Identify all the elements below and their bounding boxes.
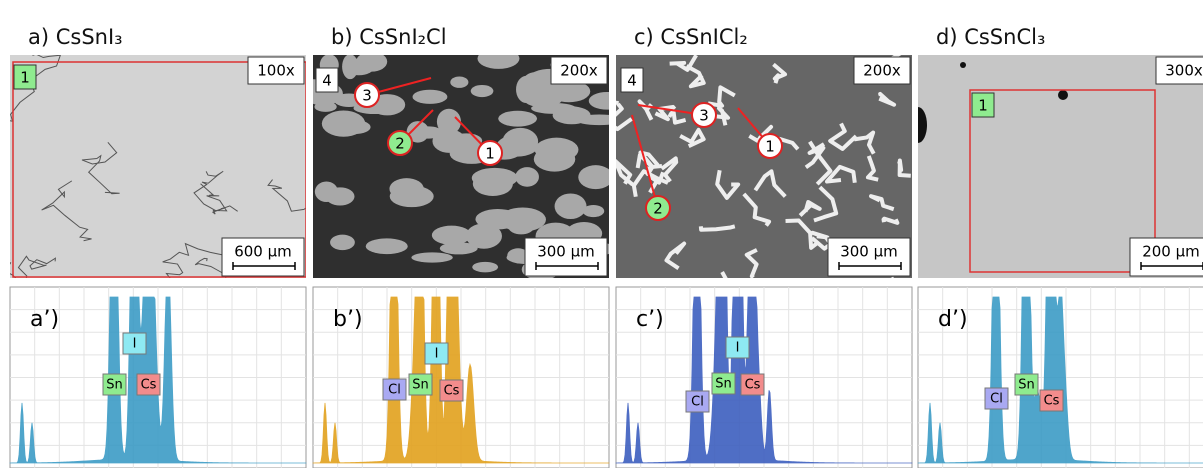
panel: b) CsSnI₂Cl 200x 300 µm 4 3 2 1 b’) I Sn Cl Cs: [299, 25, 625, 468]
element-label: I: [736, 341, 740, 356]
eds-spectrum: a’) I Sn Cs: [10, 287, 306, 468]
element-label: Cs: [1044, 394, 1060, 409]
sem-image: 300x 200 µm 1: [909, 55, 1203, 278]
marker-label: 1: [765, 138, 775, 156]
magnification: 200x: [863, 62, 901, 80]
element-label: Cs: [141, 378, 157, 393]
magnification: 300x: [1165, 62, 1203, 80]
spectrum-label: d’): [938, 307, 968, 332]
scale-bar-label: 200 µm: [1142, 243, 1200, 261]
element-label: Sn: [412, 378, 429, 393]
element-label: Cl: [990, 392, 1003, 407]
panel: a) CsSnI₃ 100x 600 µm 1 a’) I Sn Cs: [4, 25, 317, 468]
element-label: I: [133, 337, 137, 352]
element-label: Sn: [106, 378, 123, 393]
marker-label: 3: [699, 107, 709, 125]
marker-label: 3: [362, 87, 372, 105]
element-label: Sn: [1018, 378, 1035, 393]
sem-image: 200x 300 µm 4 3 1 2: [593, 38, 917, 310]
marker-label: 1: [485, 145, 495, 163]
magnification: 200x: [560, 62, 598, 80]
panel-title: d) CsSnCl₃: [936, 25, 1045, 49]
element-label: Sn: [715, 377, 732, 392]
figure: a) CsSnI₃100x600 µm1a’)ISnCsb) CsSnI₂Cl2…: [0, 0, 1203, 468]
eds-spectrum: d’) Cl Sn Cs: [918, 287, 1203, 468]
marker-label: 4: [627, 72, 637, 90]
panel: c) CsSnICl₂ 200x 300 µm 4 3 1 2 c’) I Cl Sn Cs: [593, 25, 917, 468]
spectrum-label: c’): [636, 307, 664, 332]
panel-title: c) CsSnICl₂: [634, 25, 748, 49]
scale-bar-label: 600 µm: [234, 243, 292, 261]
eds-spectrum: c’) I Cl Sn Cs: [616, 287, 912, 468]
eds-spectrum: b’) I Sn Cl Cs: [313, 287, 609, 468]
marker-label: 2: [395, 135, 405, 153]
panel: d) CsSnCl₃ 300x 200 µm 1 d’) Cl Sn Cs: [909, 25, 1203, 468]
panel-title: b) CsSnI₂Cl: [331, 25, 447, 49]
marker-label: 4: [322, 72, 332, 90]
element-label: Cl: [691, 395, 704, 410]
sem-image: 200x 300 µm 4 3 2 1: [299, 48, 625, 280]
element-label: Cl: [388, 383, 401, 398]
spectrum-label: a’): [30, 307, 59, 332]
sem-image: 100x 600 µm 1: [4, 54, 317, 306]
element-label: I: [435, 347, 439, 362]
scale-bar-label: 300 µm: [840, 243, 898, 261]
marker-label: 1: [20, 69, 30, 87]
magnification: 100x: [257, 62, 295, 80]
scale-bar-label: 300 µm: [537, 243, 595, 261]
spectrum-label: b’): [333, 307, 363, 332]
element-label: Cs: [745, 378, 761, 393]
marker-label: 2: [653, 200, 663, 218]
element-label: Cs: [444, 384, 460, 399]
marker-label: 1: [978, 97, 988, 115]
panel-title: a) CsSnI₃: [28, 25, 123, 49]
